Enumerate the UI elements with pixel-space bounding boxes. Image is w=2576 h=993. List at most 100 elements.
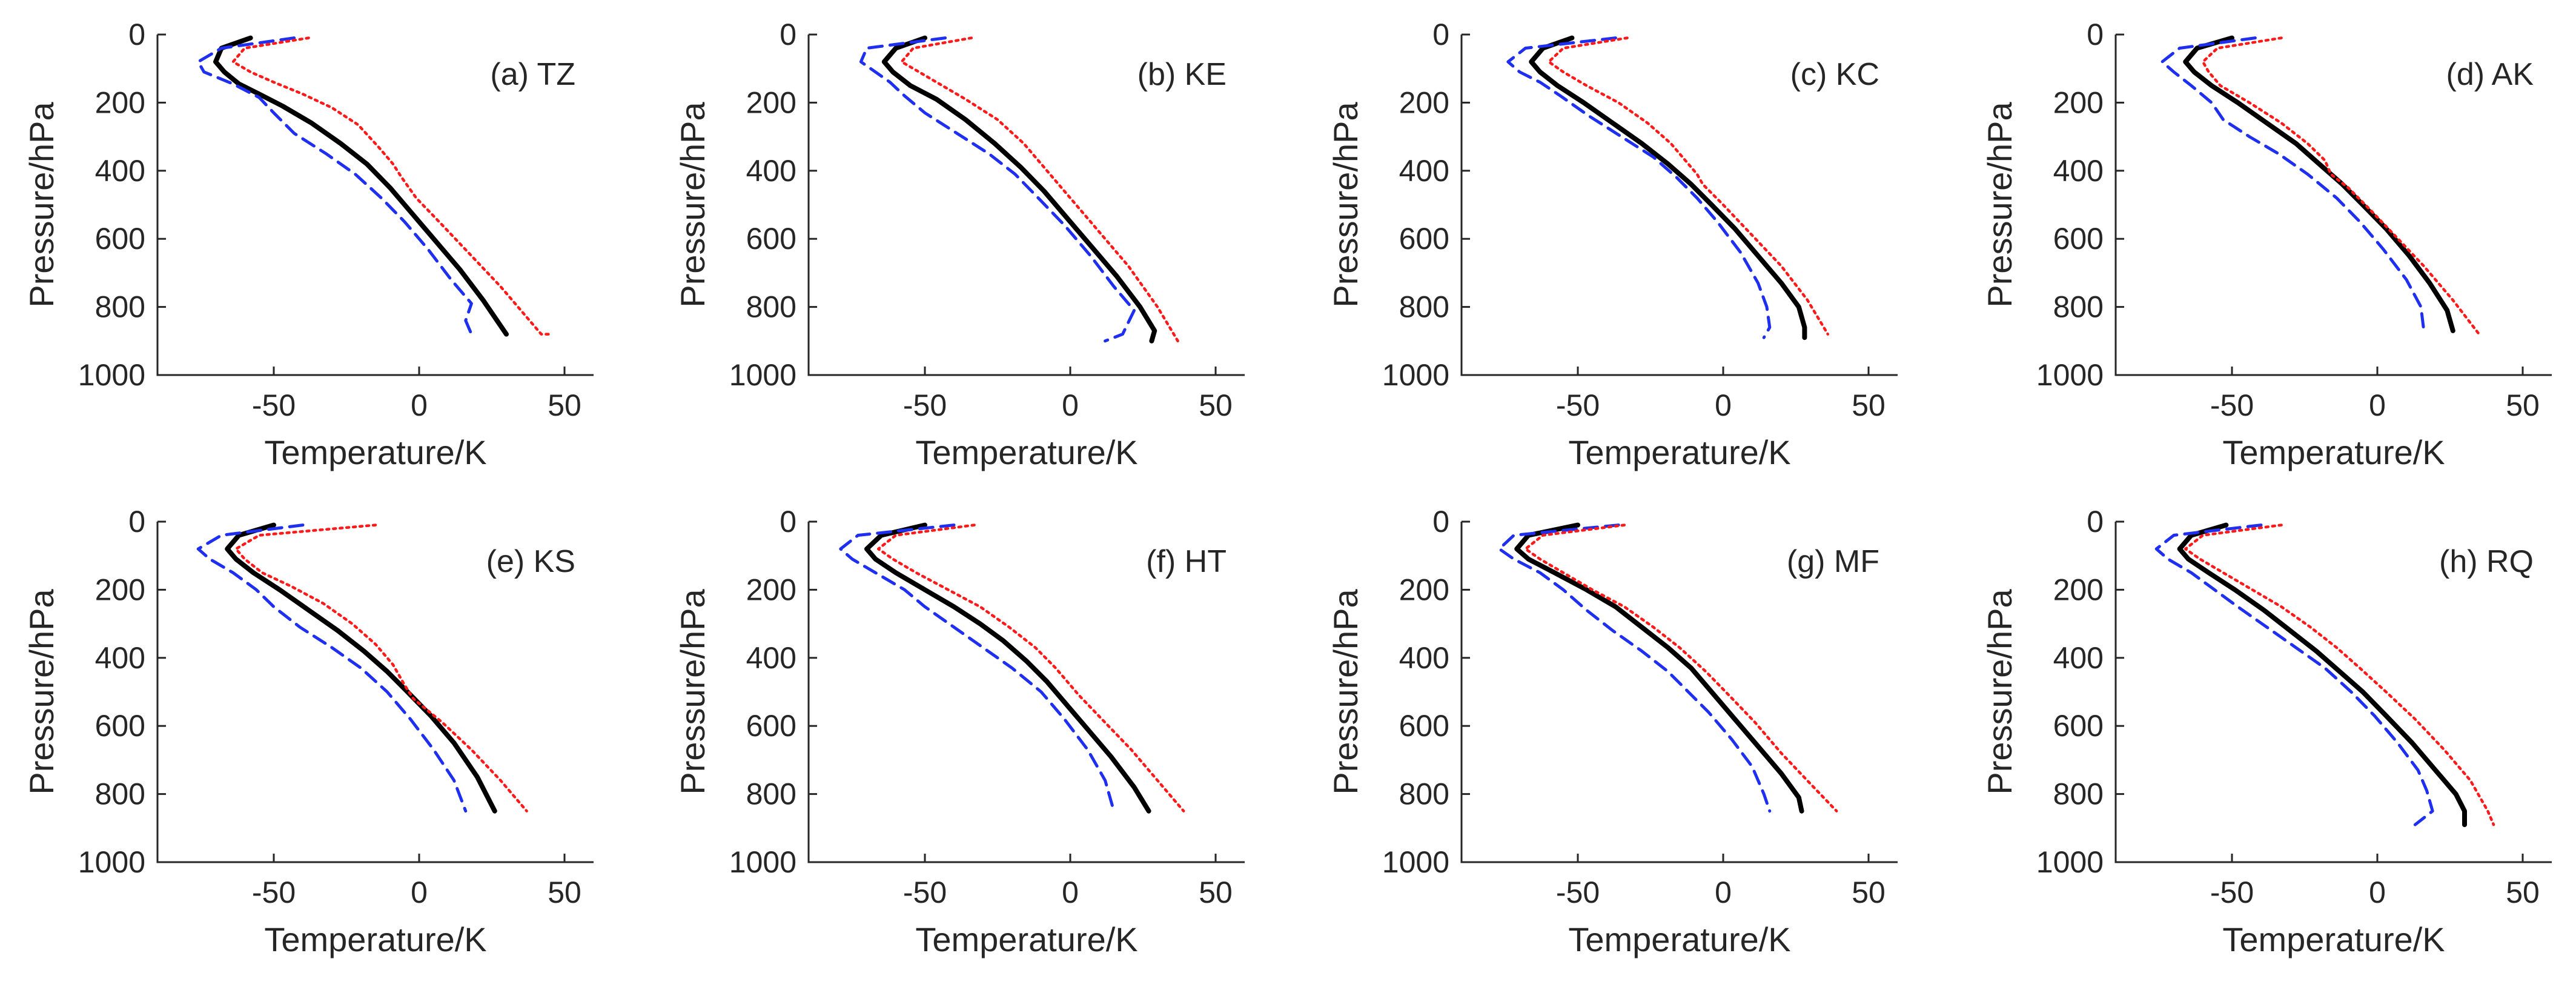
- y-axis-title: Pressure/hPa: [1981, 102, 2019, 308]
- x-tick-label: -50: [1556, 388, 1600, 422]
- y-tick-label: 1000: [78, 845, 145, 879]
- y-tick-label: 200: [746, 85, 796, 119]
- panel-title: (e) KS: [486, 544, 575, 579]
- y-tick-label: 1000: [1382, 358, 1449, 392]
- series-min-line: [196, 523, 468, 813]
- y-tick-label: 400: [2053, 641, 2104, 675]
- x-tick-label: 50: [548, 875, 581, 909]
- y-tick-label: 400: [2053, 154, 2104, 188]
- y-tick-label: 1000: [729, 845, 796, 879]
- y-tick-label: 200: [746, 573, 796, 606]
- y-tick-label: 200: [1399, 573, 1449, 606]
- y-axis-title: Pressure/hPa: [1326, 102, 1365, 308]
- series-mean-line: [1514, 522, 1804, 814]
- y-tick-label: 600: [95, 222, 145, 256]
- y-tick-label: 0: [128, 505, 145, 539]
- x-tick-label: 50: [548, 388, 581, 422]
- series-max-line: [2184, 523, 2495, 826]
- panel-title: (h) RQ: [2439, 544, 2534, 579]
- series-max-line: [876, 523, 1185, 812]
- series-min-line: [859, 36, 1136, 343]
- y-tick-label: 400: [746, 641, 796, 675]
- series-mean-line: [1529, 35, 1807, 340]
- panel-title: (d) AK: [2446, 57, 2534, 92]
- panel-1: 0 200 400 600 800 1000 -50 0 50 Temperature/K Pres…: [22, 18, 594, 471]
- y-tick-label: 200: [95, 85, 145, 119]
- y-axis-title: Pressure/hPa: [674, 589, 712, 795]
- panel-5: 0 200 400 600 800 1000 -50 0 50 Temperature/K Pres…: [22, 505, 594, 958]
- y-tick-label: 200: [2053, 573, 2104, 606]
- series-mean-line: [881, 35, 1157, 344]
- x-tick-label: 0: [1715, 875, 1732, 909]
- y-tick-label: 400: [95, 154, 145, 188]
- series-min-line: [1497, 523, 1772, 813]
- x-tick-label: 0: [2369, 388, 2386, 422]
- y-tick-label: 1000: [2036, 845, 2104, 879]
- y-tick-label: 800: [95, 777, 145, 811]
- series-min-line: [1506, 36, 1772, 339]
- series-max-line: [1524, 523, 1838, 812]
- panel-title: (c) KC: [1790, 57, 1879, 92]
- y-tick-label: 600: [1399, 709, 1449, 743]
- y-tick-label: 600: [2053, 222, 2104, 256]
- x-tick-label: 0: [411, 388, 428, 422]
- y-tick-label: 800: [1399, 290, 1449, 324]
- panel-8: 0 200 400 600 800 1000 -50 0 50 Temperature/K Pres…: [1981, 505, 2552, 958]
- x-tick-label: 50: [1199, 875, 1233, 909]
- x-tick-label: 50: [2506, 388, 2540, 422]
- y-tick-label: 400: [746, 154, 796, 188]
- x-tick-label: 50: [1852, 875, 1886, 909]
- y-tick-label: 200: [95, 573, 145, 606]
- y-tick-label: 800: [1399, 777, 1449, 811]
- y-tick-label: 1000: [729, 358, 796, 392]
- x-axis-title: Temperature/K: [915, 920, 1137, 958]
- series-max-line: [1547, 36, 1830, 336]
- panel-title: (b) KE: [1137, 57, 1227, 92]
- x-axis-title: Temperature/K: [1568, 433, 1790, 471]
- panel-3: 0 200 400 600 800 1000 -50 0 50 Temperature/K Pres…: [1326, 18, 1898, 471]
- x-tick-label: -50: [252, 875, 296, 909]
- x-axis-title: Temperature/K: [2222, 433, 2445, 471]
- y-tick-label: 600: [2053, 709, 2104, 743]
- x-tick-label: 50: [1199, 388, 1233, 422]
- x-tick-label: 0: [411, 875, 428, 909]
- x-tick-label: 50: [1852, 388, 1886, 422]
- panel-7: 0 200 400 600 800 1000 -50 0 50 Temperature/K Pres…: [1326, 505, 1898, 958]
- y-tick-label: 1000: [78, 358, 145, 392]
- y-tick-label: 0: [128, 18, 145, 51]
- series-mean-line: [213, 35, 509, 337]
- y-tick-label: 400: [1399, 154, 1449, 188]
- x-tick-label: -50: [2210, 875, 2254, 909]
- series-min-line: [839, 523, 1116, 813]
- y-tick-label: 600: [746, 222, 796, 256]
- x-tick-label: 0: [2369, 875, 2386, 909]
- series-mean-line: [225, 522, 497, 814]
- y-tick-label: 600: [95, 709, 145, 743]
- series-max-line: [231, 36, 552, 336]
- panel-title: (g) MF: [1787, 544, 1879, 579]
- series-mean-line: [2183, 35, 2455, 333]
- series-min-line: [196, 36, 473, 336]
- y-tick-label: 0: [1432, 18, 1449, 51]
- y-axis-title: Pressure/hPa: [1326, 589, 1365, 795]
- x-tick-label: -50: [1556, 875, 1600, 909]
- y-tick-label: 800: [95, 290, 145, 324]
- x-tick-label: -50: [2210, 388, 2254, 422]
- x-axis-title: Temperature/K: [2222, 920, 2445, 958]
- x-tick-label: 0: [1715, 388, 1732, 422]
- x-tick-label: 50: [2506, 875, 2540, 909]
- panel-title: (a) TZ: [490, 57, 575, 92]
- panel-4: 0 200 400 600 800 1000 -50 0 50 Temperature/K Pres…: [1981, 18, 2552, 471]
- y-tick-label: 800: [2053, 777, 2104, 811]
- series-mean-line: [2177, 522, 2467, 828]
- y-tick-label: 0: [1432, 505, 1449, 539]
- y-tick-label: 0: [780, 505, 796, 539]
- y-tick-label: 0: [780, 18, 796, 51]
- y-tick-label: 800: [2053, 290, 2104, 324]
- series-mean-line: [864, 522, 1151, 814]
- x-tick-label: -50: [903, 875, 947, 909]
- y-tick-label: 200: [1399, 85, 1449, 119]
- y-axis-title: Pressure/hPa: [22, 102, 61, 308]
- y-tick-label: 800: [746, 290, 796, 324]
